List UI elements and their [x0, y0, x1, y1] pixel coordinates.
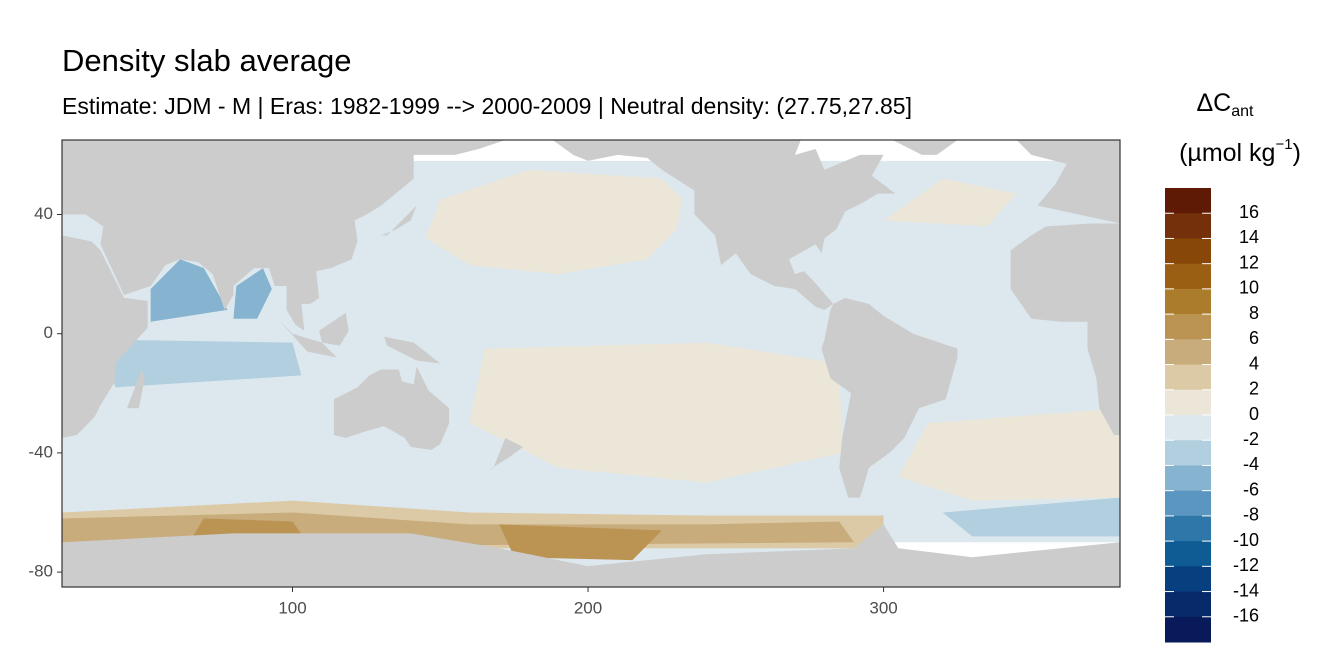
field-patch	[883, 178, 1017, 227]
land	[821, 297, 958, 498]
x-tick-label: 100	[278, 598, 306, 617]
field-patch	[469, 342, 843, 483]
field-patch	[233, 268, 272, 319]
field-patch	[150, 259, 228, 322]
colorbar-bin	[1165, 314, 1211, 340]
legend-title-main: ΔC	[1196, 89, 1231, 117]
field-patch	[942, 497, 1120, 537]
chart-subtitle: Estimate: JDM - M | Eras: 1982-1999 --> …	[62, 93, 912, 119]
map-panel	[62, 140, 1120, 587]
colorbar-label: -16	[1233, 606, 1259, 626]
colorbar-bin	[1165, 213, 1211, 239]
colorbar-label: -4	[1243, 454, 1259, 474]
y-tick-label: -40	[28, 442, 53, 461]
colorbar-label: -2	[1243, 429, 1259, 449]
colorbar-label: -6	[1243, 479, 1259, 499]
colorbar-label: 0	[1249, 404, 1259, 424]
land	[384, 336, 441, 364]
legend-unit-sup: −1	[1275, 136, 1292, 153]
colorbar-label: 14	[1239, 227, 1259, 247]
colorbar-label: -10	[1233, 530, 1259, 550]
field-patch	[425, 169, 683, 275]
land	[1010, 140, 1120, 436]
colorbar-bin	[1165, 263, 1211, 290]
y-tick-label: 0	[44, 323, 53, 342]
field-patch	[898, 408, 1120, 501]
land	[127, 369, 145, 409]
colorbar-label: -8	[1243, 505, 1259, 525]
land	[381, 205, 417, 236]
land	[487, 438, 524, 471]
field-patch	[103, 339, 302, 388]
colorbar-label: 16	[1239, 202, 1259, 222]
colorbar-bin	[1165, 389, 1211, 416]
colorbar-bin	[1165, 465, 1211, 492]
land	[277, 318, 337, 358]
land	[62, 235, 148, 438]
colorbar-label: 10	[1239, 278, 1259, 298]
y-tick-label: 40	[34, 204, 53, 223]
legend-unit-end: )	[1293, 139, 1301, 167]
colorbar-label: 6	[1249, 328, 1259, 348]
y-tick-label: -80	[28, 562, 53, 581]
legend-unit: (µmol kg−1)	[1179, 136, 1301, 167]
colorbar-label: 2	[1249, 379, 1259, 399]
colorbar-bin	[1165, 616, 1211, 643]
colorbar-bin	[1165, 566, 1211, 593]
land	[892, 140, 958, 155]
legend-unit-main: (µmol kg	[1179, 139, 1275, 167]
field-patch	[499, 524, 662, 561]
colorbar-label: 12	[1239, 252, 1259, 272]
colorbar-bin	[1165, 288, 1211, 315]
panel-border	[61, 139, 1121, 588]
colorbar-label: 8	[1249, 303, 1259, 323]
colorbar-bin	[1165, 415, 1211, 441]
colorbar-bin	[1165, 364, 1211, 391]
colorbar-bin	[1165, 188, 1211, 214]
colorbar-bin	[1165, 515, 1211, 542]
legend-title: ΔCant	[1196, 89, 1254, 121]
colorbar-bin	[1165, 591, 1211, 618]
land	[333, 366, 450, 450]
land	[62, 140, 506, 331]
colorbar-bin	[1165, 440, 1211, 466]
land	[62, 524, 1120, 587]
colorbar-bin	[1165, 238, 1211, 265]
x-tick-label: 200	[574, 598, 602, 617]
legend-title-sub: ant	[1231, 103, 1254, 120]
colorbar-bin	[1165, 490, 1211, 517]
colorbar-bin	[1165, 339, 1211, 366]
chart-title: Density slab average	[62, 43, 352, 78]
colorbar-bin	[1165, 541, 1211, 567]
colorbar-label: 4	[1249, 353, 1259, 373]
land	[319, 312, 349, 346]
land	[552, 140, 896, 310]
colorbar-label: -14	[1233, 580, 1259, 600]
colorbar-label: -12	[1233, 555, 1259, 575]
x-tick-label: 300	[869, 598, 897, 617]
